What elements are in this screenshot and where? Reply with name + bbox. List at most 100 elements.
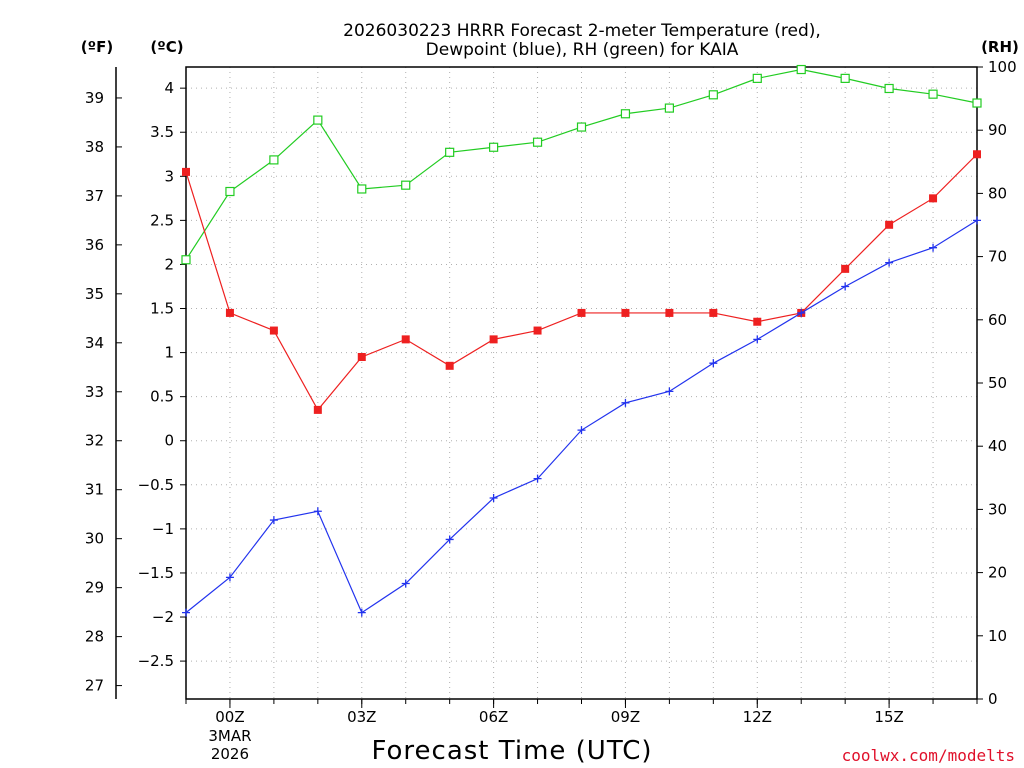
dewpoint-point bbox=[225, 573, 234, 582]
rh-tick-label: 100 bbox=[988, 58, 1017, 76]
rh-tick-label: 80 bbox=[988, 184, 1007, 202]
fahrenheit-tick-label: 30 bbox=[85, 530, 104, 548]
rh-line bbox=[185, 68, 978, 261]
fahrenheit-unit-label: (ºF) bbox=[81, 38, 113, 56]
x-tick-label: 12Z bbox=[743, 708, 772, 726]
dewpoint-point bbox=[973, 216, 981, 225]
dewpoint-point bbox=[401, 579, 410, 588]
rh-point bbox=[313, 115, 323, 125]
x-tick-label: 06Z bbox=[479, 708, 508, 726]
rh-point bbox=[181, 255, 191, 265]
dewpoint-point bbox=[929, 243, 938, 252]
celsius-tick-label: 2 bbox=[164, 255, 174, 273]
series-temperature bbox=[182, 150, 981, 414]
temperature-point bbox=[841, 264, 850, 273]
temperature-point bbox=[489, 335, 498, 344]
fahrenheit-tick-label: 39 bbox=[85, 89, 104, 107]
rh-point bbox=[928, 89, 938, 99]
dewpoint-point bbox=[709, 359, 718, 368]
temperature-point bbox=[357, 352, 366, 361]
celsius-tick-label: −1.5 bbox=[138, 564, 174, 582]
dewpoint-point bbox=[885, 258, 894, 267]
rh-point bbox=[840, 73, 850, 83]
series-rh bbox=[181, 64, 982, 265]
dewpoint-point bbox=[753, 335, 762, 344]
rh-tick-label: 90 bbox=[988, 121, 1007, 139]
temperature-point bbox=[665, 308, 674, 317]
temperature-point bbox=[313, 405, 322, 414]
rh-tick-label: 70 bbox=[988, 248, 1007, 266]
rh-point bbox=[708, 90, 718, 100]
fahrenheit-tick-label: 32 bbox=[85, 432, 104, 450]
dewpoint-point bbox=[182, 608, 190, 617]
rh-point bbox=[401, 180, 411, 190]
rh-tick-label: 0 bbox=[988, 690, 998, 708]
chart-title-line1: 2026030223 HRRR Forecast 2-meter Tempera… bbox=[343, 21, 821, 41]
celsius-tick-label: 2.5 bbox=[150, 211, 174, 229]
dewpoint-point bbox=[269, 516, 278, 525]
x-tick-label: 15Z bbox=[874, 708, 903, 726]
celsius-tick-label: 4 bbox=[164, 79, 174, 97]
rh-tick-label: 20 bbox=[988, 564, 1007, 582]
x-date-label: 3MAR bbox=[208, 727, 251, 745]
x-tick-label: 00Z bbox=[215, 708, 244, 726]
fahrenheit-tick-label: 38 bbox=[85, 138, 104, 156]
temperature-point bbox=[885, 220, 894, 229]
fahrenheit-tick-label: 29 bbox=[85, 579, 104, 597]
dewpoint-point bbox=[445, 535, 454, 544]
dewpoint-point bbox=[313, 507, 322, 516]
grid-lines bbox=[186, 67, 977, 699]
dewpoint-point bbox=[797, 308, 806, 317]
fahrenheit-tick-label: 35 bbox=[85, 285, 104, 303]
fahrenheit-tick-label: 36 bbox=[85, 236, 104, 254]
celsius-tick-label: 1 bbox=[164, 344, 174, 362]
rh-point bbox=[532, 137, 543, 147]
temperature-point bbox=[753, 317, 762, 326]
celsius-tick-label: 0 bbox=[164, 432, 174, 450]
dewpoint-point bbox=[621, 398, 630, 407]
fahrenheit-tick-label: 27 bbox=[85, 677, 104, 695]
rh-point bbox=[445, 147, 455, 157]
dewpoint-point bbox=[665, 387, 674, 396]
celsius-tick-label: −0.5 bbox=[138, 476, 174, 494]
x-axis-title: Forecast Time (UTC) bbox=[371, 736, 652, 766]
rh-tick-label: 60 bbox=[988, 311, 1007, 329]
temperature-point bbox=[621, 308, 630, 317]
fahrenheit-tick-label: 37 bbox=[85, 187, 104, 205]
source-credit: coolwx.com/modelts bbox=[842, 746, 1015, 765]
dewpoint-point bbox=[489, 494, 498, 503]
series-dewpoint bbox=[182, 216, 981, 617]
rh-point bbox=[225, 186, 235, 197]
fahrenheit-tick-label: 34 bbox=[85, 334, 104, 352]
rh-unit-label: (RH) bbox=[981, 38, 1019, 56]
rh-point bbox=[664, 103, 674, 113]
temperature-point bbox=[182, 167, 190, 176]
dewpoint-point bbox=[357, 608, 366, 617]
celsius-tick-label: 0.5 bbox=[150, 388, 174, 406]
temperature-point bbox=[269, 326, 278, 335]
rh-tick-label: 40 bbox=[988, 437, 1007, 455]
temperature-point bbox=[533, 326, 542, 335]
rh-tick-label: 30 bbox=[988, 500, 1007, 518]
x-tick-label: 03Z bbox=[347, 708, 376, 726]
celsius-unit-label: (ºC) bbox=[150, 38, 183, 56]
rh-point bbox=[796, 64, 806, 75]
data-series bbox=[181, 64, 982, 617]
dewpoint-point bbox=[533, 474, 542, 483]
temperature-point bbox=[577, 308, 586, 317]
celsius-tick-label: 3 bbox=[164, 167, 174, 185]
temperature-point bbox=[401, 335, 410, 344]
celsius-tick-label: 1.5 bbox=[150, 300, 174, 318]
rh-point bbox=[972, 98, 982, 108]
fahrenheit-tick-label: 28 bbox=[85, 628, 104, 646]
rh-point bbox=[489, 142, 499, 152]
dewpoint-line bbox=[185, 219, 978, 614]
dewpoint-point bbox=[577, 426, 586, 435]
x-tick-label: 09Z bbox=[611, 708, 640, 726]
temperature-point bbox=[445, 361, 454, 370]
fahrenheit-tick-label: 33 bbox=[85, 383, 104, 401]
dewpoint-point bbox=[841, 282, 850, 291]
celsius-tick-label: −2.5 bbox=[138, 652, 174, 670]
rh-tick-label: 50 bbox=[988, 374, 1007, 392]
